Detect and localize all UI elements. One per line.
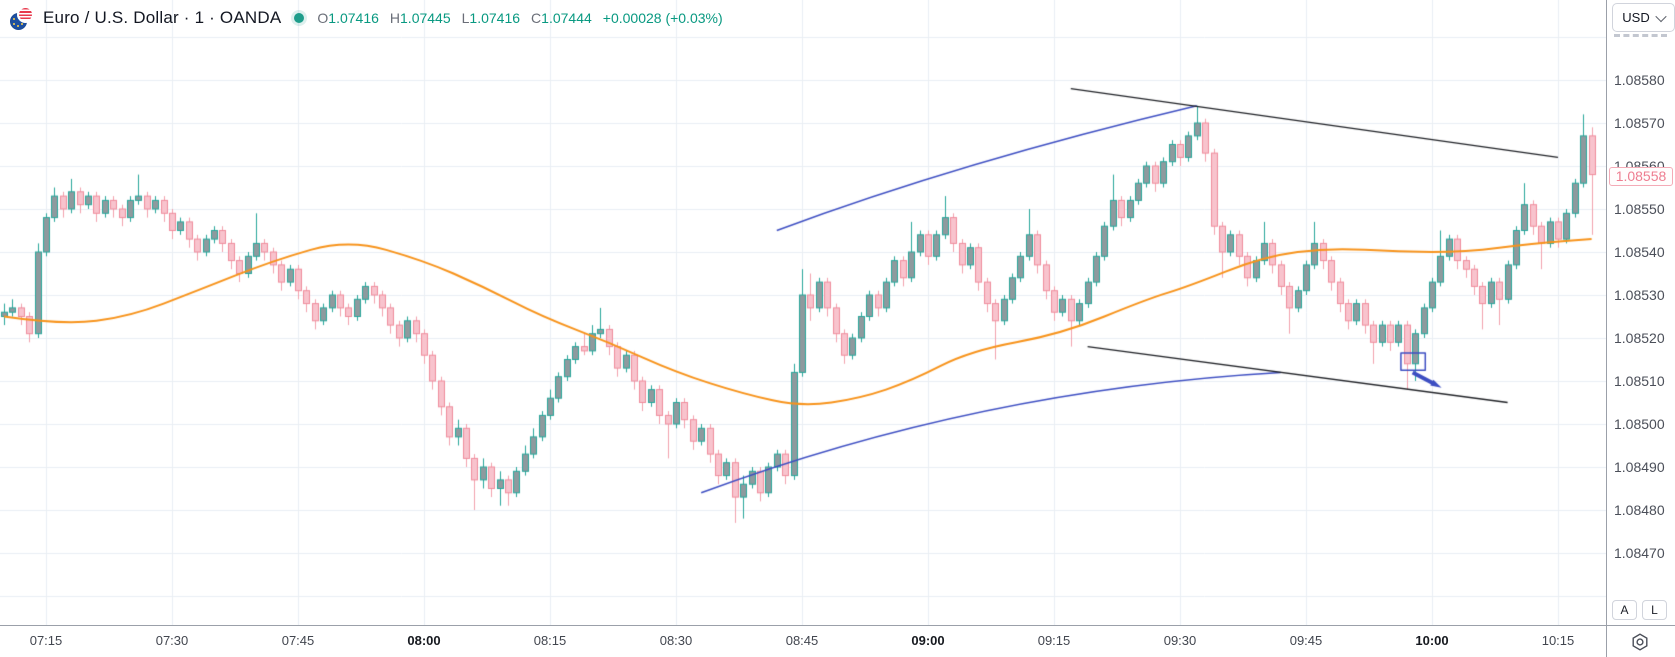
time-axis-separator xyxy=(0,625,1675,626)
price-axis-label: 1.08540 xyxy=(1614,244,1665,260)
time-axis-label: 09:15 xyxy=(1037,633,1071,648)
eurusd-pair-flag-icon xyxy=(10,6,34,30)
high-label: H xyxy=(389,10,401,26)
time-axis-label: 08:15 xyxy=(533,633,567,648)
time-axis-label: 08:45 xyxy=(785,633,819,648)
price-axis-label: 1.08470 xyxy=(1614,545,1665,561)
symbol-title[interactable]: Euro / U.S. Dollar · 1 · OANDA xyxy=(43,8,282,27)
price-axis-label: 1.08550 xyxy=(1614,201,1665,217)
price-axis-label: 1.08500 xyxy=(1614,416,1665,432)
time-axis-label: 10:00 xyxy=(1415,633,1449,648)
time-axis-label: 08:00 xyxy=(407,633,441,648)
current-price-label: 1.08558 xyxy=(1609,166,1673,186)
time-axis-label: 09:45 xyxy=(1289,633,1323,648)
log-scale-button[interactable]: L xyxy=(1642,600,1667,620)
open-label: O xyxy=(317,10,329,26)
chevron-down-icon xyxy=(1655,10,1667,22)
time-axis-label: 10:15 xyxy=(1541,633,1575,648)
open-value: 1.07416 xyxy=(328,10,379,26)
price-axis-label: 1.08520 xyxy=(1614,330,1665,346)
low-label: L xyxy=(461,10,470,26)
time-axis[interactable]: 07:15 07:30 07:45 08:00 08:15 08:30 08:45 09:00… xyxy=(0,626,1606,657)
time-axis-label: 07:15 xyxy=(29,633,63,648)
price-axis-mode-buttons: A L xyxy=(1612,600,1667,620)
ohlc-legend: O1.07416 H1.07445 L1.07416 C1.07444 +0.0… xyxy=(317,10,722,26)
low-value: 1.07416 xyxy=(469,10,521,26)
axis-settings-gear-icon[interactable] xyxy=(1631,633,1649,651)
price-axis-separator xyxy=(1606,0,1607,657)
time-axis-label: 08:30 xyxy=(659,633,693,648)
time-axis-label: 09:00 xyxy=(911,633,945,648)
close-label: C xyxy=(531,10,542,26)
price-axis[interactable]: 1.08558 1.085801.085701.085601.085501.08… xyxy=(1607,0,1675,625)
quote-currency-button[interactable]: USD xyxy=(1612,3,1675,32)
clipped-dashed-label xyxy=(1614,34,1667,37)
price-axis-label: 1.08530 xyxy=(1614,287,1665,303)
close-value: 1.07444 xyxy=(541,10,592,26)
price-axis-label: 1.08480 xyxy=(1614,502,1665,518)
quote-currency-label: USD xyxy=(1622,10,1650,25)
price-chart[interactable] xyxy=(0,0,1606,625)
time-axis-label: 07:30 xyxy=(155,633,189,648)
time-axis-label: 07:45 xyxy=(281,633,315,648)
change-value: +0.00028 (+0.03%) xyxy=(602,10,723,26)
time-axis-label: 09:30 xyxy=(1163,633,1197,648)
high-value: 1.07445 xyxy=(400,10,451,26)
price-axis-label: 1.08580 xyxy=(1614,72,1665,88)
price-axis-label: 1.08510 xyxy=(1614,373,1665,389)
price-axis-label: 1.08570 xyxy=(1614,115,1665,131)
auto-scale-button[interactable]: A xyxy=(1612,600,1637,620)
price-axis-label: 1.08490 xyxy=(1614,459,1665,475)
chart-legend-header: Euro / U.S. Dollar · 1 · OANDA O1.07416 … xyxy=(10,6,723,30)
market-status-dot xyxy=(294,13,305,23)
